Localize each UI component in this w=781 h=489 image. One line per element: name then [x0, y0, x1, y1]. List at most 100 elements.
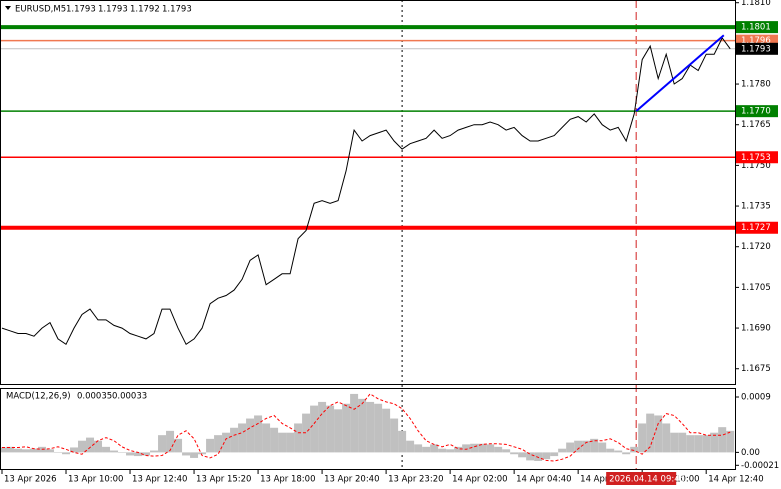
- macd-bar: [238, 423, 247, 453]
- macd-bar: [438, 448, 447, 453]
- macd-bar: [654, 415, 663, 453]
- macd-bar: [270, 427, 279, 453]
- x-tick-label: 13 Apr 15:20: [196, 475, 251, 485]
- macd-bar: [614, 450, 623, 453]
- level-box: [736, 105, 778, 118]
- level-label: 1.1796: [741, 36, 771, 46]
- level-label: 1.1770: [741, 107, 771, 117]
- macd-bar: [390, 418, 399, 453]
- macd-bar: [102, 446, 111, 453]
- macd-y-tick-label: -0.00021: [741, 461, 779, 471]
- macd-bar: [646, 413, 655, 453]
- macd-bar: [470, 443, 479, 453]
- y-tick-label: 1.1780: [741, 80, 771, 90]
- macd-bar: [86, 437, 95, 453]
- macd-bar: [158, 435, 167, 453]
- macd-bar: [206, 438, 215, 453]
- macd-bar: [166, 430, 175, 453]
- macd-bar: [366, 401, 375, 453]
- macd-bar: [78, 440, 87, 453]
- macd-bar: [318, 401, 327, 453]
- macd-bar: [54, 452, 63, 453]
- macd-bar: [430, 444, 439, 453]
- x-tick-label: 14 Apr 12:40: [708, 475, 763, 485]
- macd-bar: [22, 449, 31, 453]
- macd-bar: [478, 443, 487, 453]
- macd-bar: [422, 446, 431, 453]
- macd-bar: [230, 427, 239, 453]
- macd-bar: [342, 403, 351, 453]
- level-label: 1.1727: [741, 223, 771, 233]
- macd-bar: [622, 452, 631, 455]
- macd-bar: [70, 447, 79, 453]
- macd-bar: [542, 452, 551, 460]
- macd-bar: [558, 448, 567, 453]
- crosshair-time-box: [606, 472, 677, 485]
- last-price-label: 1.1793: [741, 44, 771, 54]
- macd-bar: [718, 427, 727, 453]
- macd-bar: [510, 452, 519, 455]
- macd-bar: [518, 452, 527, 458]
- macd-bar: [222, 432, 231, 453]
- macd-bar: [358, 398, 367, 453]
- y-tick-label: 1.1720: [741, 242, 771, 252]
- macd-panel-frame: [0, 388, 736, 470]
- macd-bar: [254, 415, 263, 453]
- macd-bar: [278, 432, 287, 453]
- macd-bar: [46, 449, 55, 453]
- x-tick-label: 13 Apr 18:00: [260, 475, 315, 485]
- macd-bar: [454, 446, 463, 453]
- y-tick-label: 1.1705: [741, 283, 771, 293]
- macd-bar: [334, 409, 343, 453]
- macd-y-tick-label: 0.00: [741, 448, 760, 458]
- macd-bar: [630, 446, 639, 453]
- signal-value: 0.00033: [112, 392, 147, 402]
- macd-bar: [110, 450, 119, 453]
- open: 1.1793: [66, 5, 96, 15]
- macd-bar: [446, 449, 455, 453]
- menu-arrow: [5, 6, 11, 10]
- level-box: [736, 221, 778, 234]
- macd-bar: [406, 440, 415, 453]
- level-box: [736, 21, 778, 34]
- macd-bar: [574, 440, 583, 453]
- macd-bar: [598, 442, 607, 453]
- macd-bar: [606, 448, 615, 453]
- macd-bar: [590, 438, 599, 453]
- x-tick-label: 13 Apr 23:20: [388, 475, 443, 485]
- macd-bar: [686, 435, 695, 453]
- y-tick-label: 1.1810: [741, 0, 771, 8]
- macd-bar: [0, 447, 6, 453]
- macd-bar: [534, 452, 543, 461]
- macd-bar: [94, 440, 103, 453]
- last-price-box: [736, 42, 778, 55]
- macd-bar: [694, 435, 703, 453]
- macd-bar: [398, 430, 407, 453]
- macd-bar: [6, 446, 15, 453]
- macd-label: MACD(12,26,9): [6, 392, 71, 402]
- macd-bar: [30, 448, 39, 453]
- macd-bar: [14, 448, 23, 453]
- x-tick-label: 13 Apr 2026: [4, 475, 57, 485]
- macd-bar: [174, 438, 183, 453]
- macd-bar: [526, 452, 535, 461]
- close: 1.1793: [162, 5, 192, 15]
- macd-bar: [246, 418, 255, 453]
- title-bg: [2, 2, 202, 16]
- macd-bar: [150, 450, 159, 453]
- macd-bar: [638, 423, 647, 453]
- x-tick-label: 13 Apr 20:40: [324, 475, 379, 485]
- macd-bar: [374, 403, 383, 453]
- macd-bar: [670, 432, 679, 453]
- macd-bar: [486, 444, 495, 453]
- low: 1.1792: [130, 5, 160, 15]
- signal-line: [2, 393, 731, 462]
- macd-bar: [462, 444, 471, 453]
- x-tick-label: 14 Apr 02:00: [452, 475, 507, 485]
- macd-bar: [350, 393, 359, 453]
- macd-bar: [118, 452, 127, 453]
- x-tick-label: 14 Apr 04:40: [516, 475, 571, 485]
- price-line: [1, 37, 731, 346]
